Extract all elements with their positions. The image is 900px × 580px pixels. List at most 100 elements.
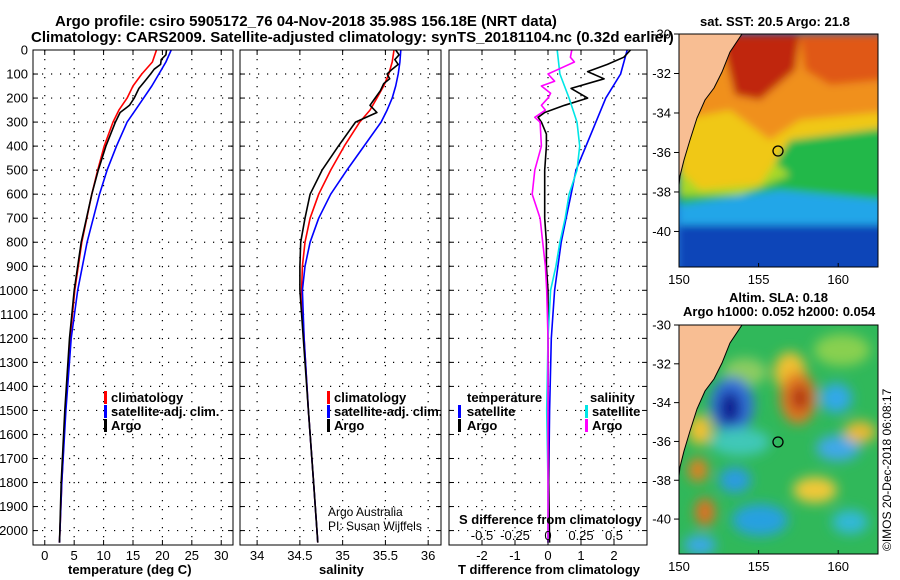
legend-salinity-title: salinity: [590, 390, 636, 405]
series-satellite-adj-clim-: [301, 50, 402, 543]
x-tick-label: 35: [335, 548, 349, 563]
legend-temperature-title: temperature: [467, 390, 542, 405]
x-tick-label: 20: [155, 548, 169, 563]
depth-tick-label: 200: [6, 91, 28, 106]
legend-satellite-label: satellite-adj. clim.: [334, 404, 442, 419]
figure-title-line2: Climatology: CARS2009. Satellite-adjuste…: [31, 29, 674, 46]
depth-tick-label: 2000: [0, 523, 28, 538]
depth-tick-label: 300: [6, 115, 28, 130]
depth-tick-label: 1600: [0, 427, 28, 442]
map-x-tick-label: 150: [668, 272, 690, 287]
secondary-x-tick-label: 0.5: [605, 528, 623, 543]
difference-lines: [531, 50, 632, 543]
legend-climatology-swatch: [327, 391, 330, 404]
salinity-lines: [299, 50, 402, 543]
sla-argo-marker: [772, 436, 784, 448]
depth-axis: 0 100 200 300 400 500 600 700 800 900 1000 1100 1200…: [0, 43, 28, 539]
x-tick-label: 1: [577, 548, 584, 563]
depth-tick-label: 1500: [0, 403, 28, 418]
legend-t-satellite-swatch: [458, 405, 461, 418]
depth-tick-label: 400: [6, 139, 28, 154]
difference-legend: temperature satellite Argo salinity sate…: [458, 390, 640, 433]
sla-land: [679, 325, 743, 477]
series-argo: [299, 50, 400, 543]
depth-tick-label: 900: [6, 259, 28, 274]
legend-s-satellite-swatch: [585, 405, 588, 418]
sst-map-field: [679, 34, 878, 267]
legend-s-argo-swatch: [585, 419, 588, 432]
x-tick-label: -2: [476, 548, 488, 563]
depth-tick-label: 1900: [0, 499, 28, 514]
legend-argo-label: Argo: [111, 418, 141, 433]
sla-map-subtitle: Argo h1000: 0.052 h2000: 0.054: [683, 304, 876, 319]
t-difference-xlabel: T difference from climatology: [458, 562, 641, 577]
map-x-tick-label: 160: [827, 272, 849, 287]
depth-tick-label: 1200: [0, 331, 28, 346]
depth-tick-label: 1700: [0, 451, 28, 466]
legend-climatology-swatch: [104, 391, 107, 404]
depth-tick-label: 700: [6, 211, 28, 226]
temperature-lines: [58, 50, 172, 543]
x-tick-label: 10: [96, 548, 110, 563]
legend-s-argo-label: Argo: [592, 418, 622, 433]
depth-tick-label: 1000: [0, 283, 28, 298]
map-y-tick-label: -30: [652, 27, 671, 42]
x-tick-label: 34: [250, 548, 264, 563]
x-tick-label: 2: [610, 548, 617, 563]
depth-tick-label: 500: [6, 163, 28, 178]
x-tick-label: 30: [214, 548, 228, 563]
legend-argo-swatch: [104, 419, 107, 432]
temperature-grid: [33, 50, 233, 545]
map-y-tick-label: -40: [652, 224, 671, 239]
map-y-tick-label: -38: [652, 473, 671, 488]
secondary-x-tick-label: 0.25: [568, 528, 593, 543]
difference-x-axis: -2 -1 0 1 2 -0.5 -0.25 0 0.25 0.5: [449, 49, 647, 563]
salinity-legend: climatology satellite-adj. clim. Argo: [327, 390, 442, 433]
salinity-panel: 34 34.5 35 35.5 36 salinity climatology sate…: [239, 49, 442, 577]
sst-map-frame: [678, 33, 879, 268]
legend-t-argo-swatch: [458, 419, 461, 432]
depth-tick-label: 1800: [0, 475, 28, 490]
series-t-argo: [537, 50, 632, 543]
figure-title-line1: Argo profile: csiro 5905172_76 04-Nov-20…: [55, 13, 557, 30]
x-tick-label: 25: [185, 548, 199, 563]
series-argo: [58, 50, 168, 543]
series-satellite-adj-clim-: [58, 50, 172, 543]
map-y-tick-label: -32: [652, 356, 671, 371]
sst-map: sat. SST: 20.5 Argo: 21.8 150 155 160 -30 -3…: [652, 14, 879, 288]
x-tick-label: 0: [41, 548, 48, 563]
map-x-tick-label: 155: [748, 559, 770, 574]
sst-map-axes: 150 155 160 -30 -32 -34 -36 -38 -40: [652, 27, 849, 288]
temperature-legend: climatology satellite-adj. clim. Argo: [104, 390, 219, 433]
secondary-x-tick-label: -0.25: [500, 528, 530, 543]
legend-argo-swatch: [327, 419, 330, 432]
legend-satellite-swatch: [104, 405, 107, 418]
map-y-tick-label: -36: [652, 434, 671, 449]
depth-tick-label: 600: [6, 187, 28, 202]
map-x-tick-label: 160: [827, 559, 849, 574]
temperature-x-axis: 0 5 10 15 20 25 30: [33, 49, 233, 563]
map-x-tick-label: 150: [668, 559, 690, 574]
x-tick-label: 35.5: [373, 548, 398, 563]
sst-land: [679, 34, 743, 186]
depth-tick-label: 800: [6, 235, 28, 250]
x-tick-label: 36: [421, 548, 435, 563]
x-tick-label: 15: [126, 548, 140, 563]
x-tick-label: -1: [509, 548, 521, 563]
sla-map: Altim. SLA: 0.18 Argo h1000: 0.052 h2000…: [652, 290, 879, 574]
sla-map-field: [679, 325, 878, 554]
credit-pi-name: PI: Susan Wijffels: [328, 519, 422, 533]
map-y-tick-label: -34: [652, 105, 671, 120]
series-s-argo: [531, 50, 576, 543]
legend-satellite-label: satellite-adj. clim.: [111, 404, 219, 419]
temperature-xlabel: temperature (deg C): [68, 562, 192, 577]
series-t-satellite: [547, 50, 628, 543]
x-tick-label: 5: [71, 548, 78, 563]
x-tick-label: 34.5: [287, 548, 312, 563]
map-y-tick-label: -32: [652, 66, 671, 81]
map-y-tick-label: -38: [652, 184, 671, 199]
depth-tick-label: 0: [21, 43, 28, 58]
depth-tick-label: 1400: [0, 379, 28, 394]
salinity-frame: [239, 49, 442, 546]
